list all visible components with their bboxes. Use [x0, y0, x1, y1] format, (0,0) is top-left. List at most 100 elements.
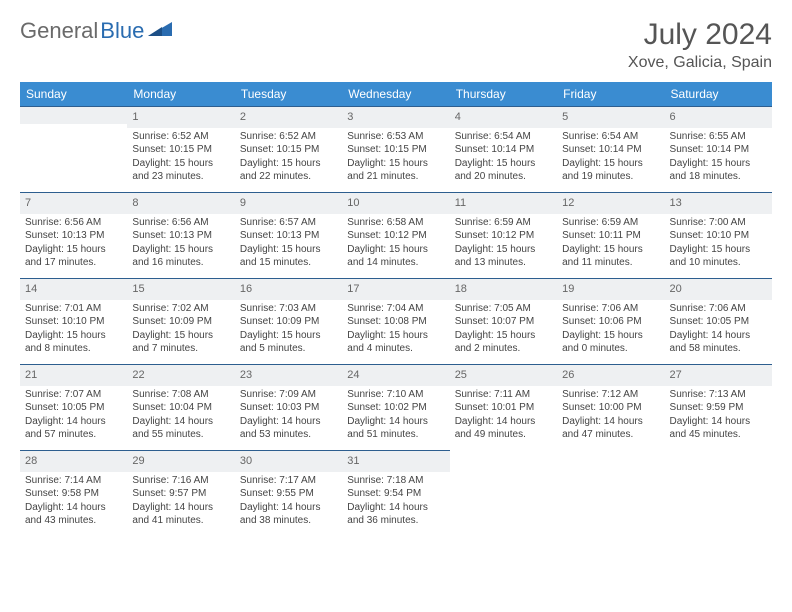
sunset-line: Sunset: 10:15 PM [347, 143, 444, 157]
sunset-line: Sunset: 10:10 PM [670, 229, 767, 243]
calendar-day-cell: 22Sunrise: 7:08 AMSunset: 10:04 PMDaylig… [127, 364, 234, 450]
sunset-line: Sunset: 10:04 PM [132, 401, 229, 415]
sunrise-line: Sunrise: 7:01 AM [25, 302, 122, 316]
day-number: 28 [20, 450, 127, 472]
sunrise-line: Sunrise: 6:59 AM [562, 216, 659, 230]
sunrise-line: Sunrise: 7:16 AM [132, 474, 229, 488]
daylight-line: Daylight: 14 hours and 53 minutes. [240, 415, 337, 442]
calendar-day-cell: 4Sunrise: 6:54 AMSunset: 10:14 PMDayligh… [450, 106, 557, 192]
sunset-line: Sunset: 10:14 PM [562, 143, 659, 157]
day-number: 1 [127, 106, 234, 128]
weekday-header: Wednesday [342, 82, 449, 106]
calendar-day-cell: 26Sunrise: 7:12 AMSunset: 10:00 PMDaylig… [557, 364, 664, 450]
day-number: 5 [557, 106, 664, 128]
day-info: Sunrise: 7:06 AMSunset: 10:06 PMDaylight… [557, 300, 664, 360]
sunrise-line: Sunrise: 7:17 AM [240, 474, 337, 488]
sunset-line: Sunset: 10:15 PM [240, 143, 337, 157]
calendar-day-cell: 30 Sunrise: 7:17 AMSunset: 9:55 PMDayligh… [235, 450, 342, 536]
sunrise-line: Sunrise: 7:02 AM [132, 302, 229, 316]
daylight-line: Daylight: 14 hours and 38 minutes. [240, 501, 337, 528]
day-number: 30 [235, 450, 342, 472]
sunset-line: Sunset: 10:13 PM [132, 229, 229, 243]
calendar-day-cell: 5Sunrise: 6:54 AMSunset: 10:14 PMDayligh… [557, 106, 664, 192]
sunset-line: Sunset: 9:55 PM [240, 487, 337, 501]
calendar-week-row: 1Sunrise: 6:52 AMSunset: 10:15 PMDayligh… [20, 106, 772, 192]
day-info: Sunrise: 7:11 AMSunset: 10:01 PMDaylight… [450, 386, 557, 446]
day-number: 22 [127, 364, 234, 386]
sunrise-line: Sunrise: 7:08 AM [132, 388, 229, 402]
daylight-line: Daylight: 15 hours and 23 minutes. [132, 157, 229, 184]
day-info: Sunrise: 6:57 AMSunset: 10:13 PMDaylight… [235, 214, 342, 274]
calendar-week-row: 7Sunrise: 6:56 AMSunset: 10:13 PMDayligh… [20, 192, 772, 278]
logo-text-blue: Blue [100, 18, 144, 44]
day-number: 8 [127, 192, 234, 214]
calendar-week-row: 21Sunrise: 7:07 AMSunset: 10:05 PMDaylig… [20, 364, 772, 450]
calendar-day-cell: 29Sunrise: 7:16 AMSunset: 9:57 PMDayligh… [127, 450, 234, 536]
sunset-line: Sunset: 10:09 PM [132, 315, 229, 329]
day-info: Sunrise: 6:54 AMSunset: 10:14 PMDaylight… [450, 128, 557, 188]
sunset-line: Sunset: 10:00 PM [562, 401, 659, 415]
day-number: 7 [20, 192, 127, 214]
sunset-line: Sunset: 9:59 PM [670, 401, 767, 415]
daylight-line: Daylight: 15 hours and 20 minutes. [455, 157, 552, 184]
daylight-line: Daylight: 15 hours and 13 minutes. [455, 243, 552, 270]
day-info: Sunrise: 7:14 AMSunset: 9:58 PMDaylight:… [20, 472, 127, 532]
daylight-line: Daylight: 15 hours and 14 minutes. [347, 243, 444, 270]
day-number: 23 [235, 364, 342, 386]
sunrise-line: Sunrise: 6:57 AM [240, 216, 337, 230]
calendar-day-cell: 15Sunrise: 7:02 AMSunset: 10:09 PMDaylig… [127, 278, 234, 364]
sunset-line: Sunset: 9:54 PM [347, 487, 444, 501]
calendar-day-cell: 18Sunrise: 7:05 AMSunset: 10:07 PMDaylig… [450, 278, 557, 364]
day-info: Sunrise: 7:13 AMSunset: 9:59 PMDaylight:… [665, 386, 772, 446]
day-info: Sunrise: 7:18 AMSunset: 9:54 PMDaylight:… [342, 472, 449, 532]
calendar-day-cell: 2Sunrise: 6:52 AMSunset: 10:15 PMDayligh… [235, 106, 342, 192]
day-number: 21 [20, 364, 127, 386]
sunrise-line: Sunrise: 6:52 AM [132, 130, 229, 144]
sunrise-line: Sunrise: 7:13 AM [670, 388, 767, 402]
calendar-header-row: SundayMondayTuesdayWednesdayThursdayFrid… [20, 82, 772, 106]
sunrise-line: Sunrise: 6:54 AM [562, 130, 659, 144]
day-info: Sunrise: 7:10 AMSunset: 10:02 PMDaylight… [342, 386, 449, 446]
day-number: 3 [342, 106, 449, 128]
daylight-line: Daylight: 14 hours and 57 minutes. [25, 415, 122, 442]
daylight-line: Daylight: 14 hours and 41 minutes. [132, 501, 229, 528]
day-number: 16 [235, 278, 342, 300]
sunrise-line: Sunrise: 7:04 AM [347, 302, 444, 316]
calendar-day-cell: 7Sunrise: 6:56 AMSunset: 10:13 PMDayligh… [20, 192, 127, 278]
calendar-day-cell [665, 450, 772, 536]
sunset-line: Sunset: 10:13 PM [240, 229, 337, 243]
calendar-day-cell: 25Sunrise: 7:11 AMSunset: 10:01 PMDaylig… [450, 364, 557, 450]
daylight-line: Daylight: 15 hours and 7 minutes. [132, 329, 229, 356]
sunset-line: Sunset: 9:58 PM [25, 487, 122, 501]
daylight-line: Daylight: 15 hours and 11 minutes. [562, 243, 659, 270]
daylight-line: Daylight: 15 hours and 18 minutes. [670, 157, 767, 184]
day-number: 17 [342, 278, 449, 300]
daylight-line: Daylight: 14 hours and 51 minutes. [347, 415, 444, 442]
daylight-line: Daylight: 14 hours and 47 minutes. [562, 415, 659, 442]
sunset-line: Sunset: 10:02 PM [347, 401, 444, 415]
calendar-week-row: 28Sunrise: 7:14 AMSunset: 9:58 PMDayligh… [20, 450, 772, 536]
daylight-line: Daylight: 15 hours and 21 minutes. [347, 157, 444, 184]
day-number: 25 [450, 364, 557, 386]
sunrise-line: Sunrise: 7:07 AM [25, 388, 122, 402]
sunset-line: Sunset: 10:15 PM [132, 143, 229, 157]
calendar-day-cell: 23Sunrise: 7:09 AMSunset: 10:03 PMDaylig… [235, 364, 342, 450]
sunrise-line: Sunrise: 7:03 AM [240, 302, 337, 316]
sunrise-line: Sunrise: 6:56 AM [132, 216, 229, 230]
day-number: 27 [665, 364, 772, 386]
daylight-line: Daylight: 15 hours and 0 minutes. [562, 329, 659, 356]
sunrise-line: Sunrise: 7:10 AM [347, 388, 444, 402]
sunrise-line: Sunrise: 7:00 AM [670, 216, 767, 230]
sunset-line: Sunset: 10:10 PM [25, 315, 122, 329]
day-info: Sunrise: 6:56 AMSunset: 10:13 PMDaylight… [20, 214, 127, 274]
calendar-day-cell: 31Sunrise: 7:18 AMSunset: 9:54 PMDayligh… [342, 450, 449, 536]
daylight-line: Daylight: 14 hours and 36 minutes. [347, 501, 444, 528]
daylight-line: Daylight: 14 hours and 45 minutes. [670, 415, 767, 442]
day-info: Sunrise: 7:06 AMSunset: 10:05 PMDaylight… [665, 300, 772, 360]
calendar-day-cell: 14Sunrise: 7:01 AMSunset: 10:10 PMDaylig… [20, 278, 127, 364]
day-number: 13 [665, 192, 772, 214]
calendar-day-cell: 8Sunrise: 6:56 AMSunset: 10:13 PMDayligh… [127, 192, 234, 278]
calendar-day-cell: 16Sunrise: 7:03 AMSunset: 10:09 PMDaylig… [235, 278, 342, 364]
day-number: 31 [342, 450, 449, 472]
sunset-line: Sunset: 10:11 PM [562, 229, 659, 243]
